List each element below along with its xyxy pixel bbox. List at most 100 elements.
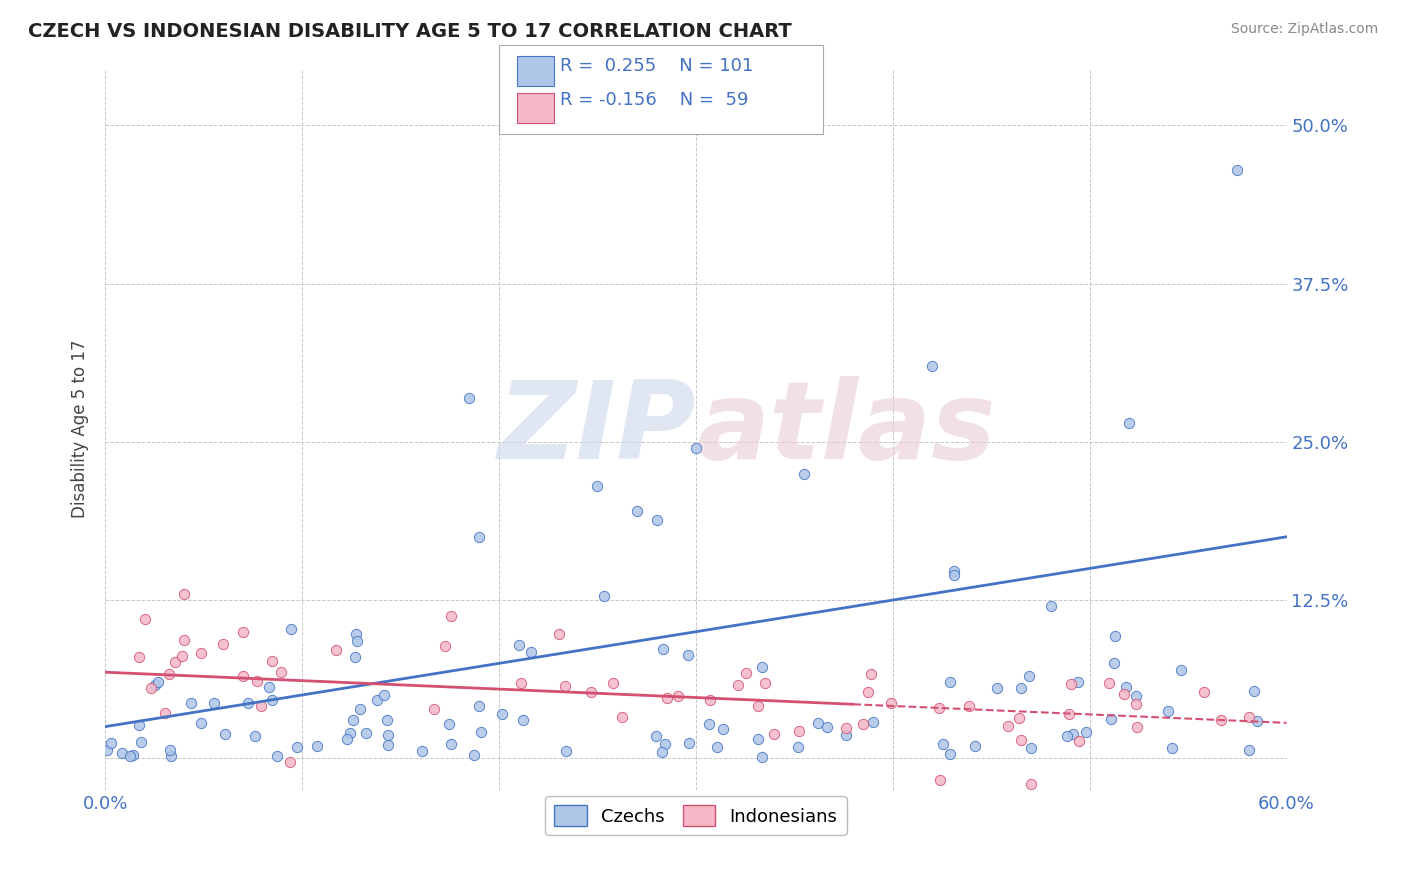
Point	[96, 743, 118, 757]
Point	[509, 675, 531, 690]
Point	[652, 642, 675, 657]
Point	[676, 648, 699, 663]
Point	[697, 716, 720, 731]
Text: R = -0.156    N =  59: R = -0.156 N = 59	[560, 91, 748, 109]
Point	[491, 707, 513, 722]
Point	[111, 746, 134, 760]
Point	[1104, 630, 1126, 644]
Point	[122, 747, 145, 762]
Point	[377, 738, 399, 752]
Point	[1114, 687, 1136, 701]
Point	[139, 681, 162, 696]
Point	[1074, 725, 1097, 739]
Point	[439, 737, 461, 751]
Point	[1099, 712, 1122, 726]
Point	[280, 622, 302, 636]
Point	[859, 667, 882, 681]
Text: ZIP: ZIP	[498, 376, 696, 483]
Point	[997, 719, 1019, 733]
Text: CZECH VS INDONESIAN DISABILITY AGE 5 TO 17 CORRELATION CHART: CZECH VS INDONESIAN DISABILITY AGE 5 TO …	[28, 22, 792, 41]
Point	[754, 675, 776, 690]
Point	[128, 650, 150, 665]
Point	[433, 640, 456, 654]
Point	[747, 731, 769, 746]
Text: R =  0.255    N = 101: R = 0.255 N = 101	[560, 57, 752, 75]
Point	[963, 739, 986, 754]
Point	[685, 441, 707, 455]
Point	[581, 685, 603, 699]
Point	[344, 627, 367, 641]
Point	[243, 729, 266, 743]
Point	[932, 737, 955, 751]
Point	[1161, 740, 1184, 755]
Point	[706, 739, 728, 754]
Point	[921, 359, 943, 373]
Point	[1115, 680, 1137, 694]
Point	[678, 736, 700, 750]
Point	[942, 564, 965, 578]
Point	[354, 726, 377, 740]
Text: atlas: atlas	[696, 376, 995, 483]
Point	[157, 666, 180, 681]
Point	[651, 745, 673, 759]
Point	[170, 648, 193, 663]
Point	[512, 713, 534, 727]
Point	[939, 747, 962, 761]
Point	[202, 696, 225, 710]
Point	[232, 669, 254, 683]
Point	[1010, 733, 1032, 747]
Point	[834, 728, 856, 742]
Y-axis label: Disability Age 5 to 17: Disability Age 5 to 17	[72, 340, 89, 518]
Point	[377, 728, 399, 742]
Point	[1102, 657, 1125, 671]
Point	[666, 689, 689, 703]
Point	[232, 624, 254, 639]
Point	[1057, 706, 1080, 721]
Point	[1125, 698, 1147, 712]
Point	[336, 732, 359, 747]
Point	[173, 587, 195, 601]
Point	[440, 609, 463, 624]
Point	[120, 749, 142, 764]
Point	[153, 706, 176, 720]
Point	[377, 713, 399, 727]
Point	[266, 748, 288, 763]
Point	[1011, 681, 1033, 696]
Point	[789, 723, 811, 738]
Point	[1239, 742, 1261, 756]
Point	[190, 646, 212, 660]
Point	[762, 727, 785, 741]
Point	[278, 756, 301, 770]
Point	[751, 660, 773, 674]
Point	[439, 717, 461, 731]
Point	[880, 697, 903, 711]
Point	[1067, 675, 1090, 690]
Point	[343, 650, 366, 665]
Point	[325, 643, 347, 657]
Point	[928, 701, 950, 715]
Point	[942, 568, 965, 582]
Point	[1211, 713, 1233, 727]
Point	[747, 699, 769, 714]
Point	[862, 714, 884, 729]
Point	[458, 391, 481, 405]
Point	[939, 675, 962, 690]
Point	[957, 699, 980, 714]
Point	[342, 713, 364, 727]
Point	[339, 726, 361, 740]
Point	[1126, 720, 1149, 734]
Point	[1040, 599, 1063, 614]
Point	[212, 637, 235, 651]
Point	[592, 590, 614, 604]
Point	[373, 688, 395, 702]
Point	[468, 530, 491, 544]
Point	[519, 645, 541, 659]
Point	[602, 675, 624, 690]
Point	[1067, 734, 1090, 748]
Point	[1170, 663, 1192, 677]
Point	[163, 655, 186, 669]
Point	[1243, 684, 1265, 698]
Point	[626, 504, 648, 518]
Point	[173, 632, 195, 647]
Point	[463, 747, 485, 762]
